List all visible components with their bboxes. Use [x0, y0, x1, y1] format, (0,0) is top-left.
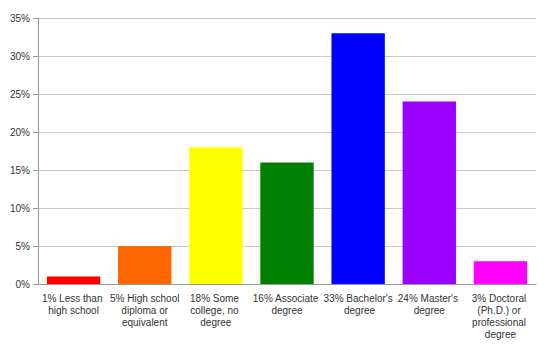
svg-text:(Ph.D.) or: (Ph.D.) or — [477, 305, 523, 316]
svg-text:diploma or: diploma or — [119, 305, 171, 316]
svg-text:16% Associate: 16% Associate — [253, 293, 321, 304]
svg-text:35%: 35% — [10, 13, 30, 24]
svg-text:30%: 30% — [10, 51, 30, 62]
svg-text:college, no: college, no — [190, 305, 241, 316]
svg-text:degree: degree — [200, 317, 232, 328]
svg-text:20%: 20% — [10, 127, 30, 138]
svg-text:10%: 10% — [10, 203, 30, 214]
svg-text:degree: degree — [485, 329, 517, 340]
svg-text:15%: 15% — [10, 165, 30, 176]
svg-text:1% Less than: 1% Less than — [42, 293, 105, 304]
svg-text:high school: high school — [48, 305, 99, 316]
svg-text:0%: 0% — [16, 279, 31, 290]
svg-text:3% Doctoral: 3% Doctoral — [472, 293, 529, 304]
svg-text:degree: degree — [271, 305, 303, 316]
svg-text:equivalent: equivalent — [122, 317, 168, 328]
svg-text:24% Master's: 24% Master's — [398, 293, 461, 304]
svg-text:18% Some: 18% Some — [190, 293, 242, 304]
svg-text:degree: degree — [414, 305, 446, 316]
svg-text:degree: degree — [341, 305, 375, 316]
svg-text:professional: professional — [472, 317, 529, 328]
svg-text:5% High school: 5% High school — [110, 293, 179, 304]
svg-text:5%: 5% — [16, 241, 31, 252]
svg-text:25%: 25% — [10, 89, 30, 100]
svg-text:33% Bachelor's: 33% Bachelor's — [324, 293, 393, 304]
